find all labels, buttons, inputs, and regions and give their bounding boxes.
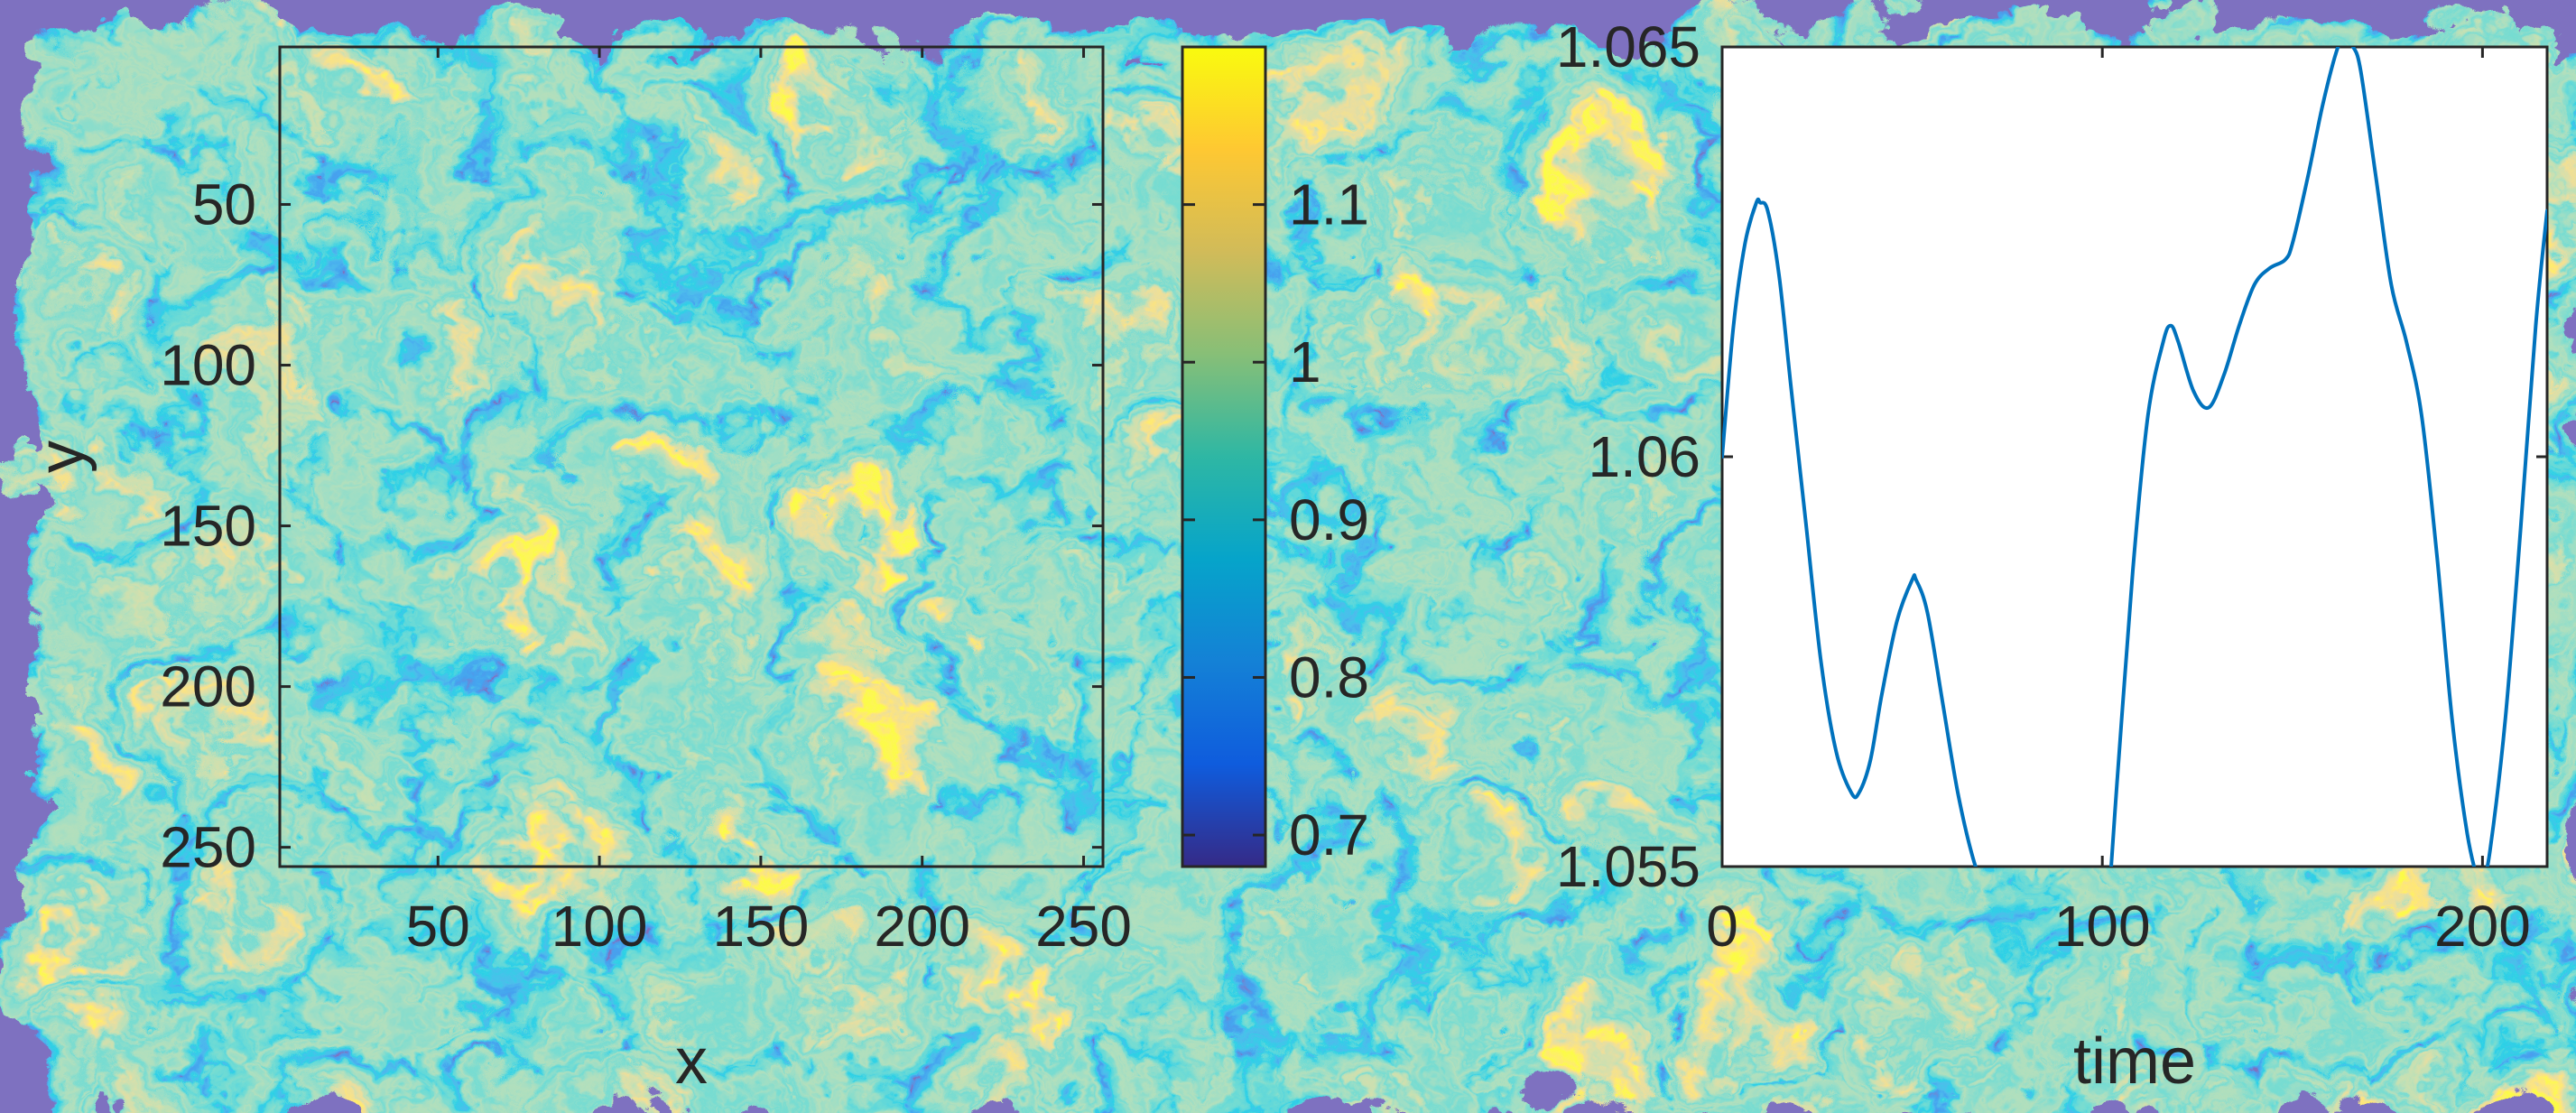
colorbar-tick-label: 1 xyxy=(1289,329,1321,394)
line-chart-y-tick-label: 1.055 xyxy=(1556,834,1700,899)
heatmap-y-tick-label: 100 xyxy=(160,333,256,398)
heatmap-x-ticks: 50 100 150 200 250 xyxy=(406,47,1132,959)
colorbar: 0.7 0.8 0.9 1 1.1 xyxy=(1181,45,1369,868)
heatmap-y-tick-label: 150 xyxy=(160,494,256,559)
line-chart-x-tick-label: 100 xyxy=(2054,894,2151,959)
line-chart-x-ticks: 0 100 200 xyxy=(1706,47,2531,959)
heatmap-panel: 50 100 150 200 250 50 100 150 200 250 x y xyxy=(25,45,1132,1098)
heatmap-y-axis-label: y xyxy=(25,441,97,473)
colorbar-tick-label: 0.8 xyxy=(1289,645,1369,710)
heatmap-y-tick-label: 250 xyxy=(160,815,256,880)
colorbar-ticks: 0.7 0.8 0.9 1 1.1 xyxy=(1182,172,1369,867)
line-chart-y-ticks: 1.055 1.06 1.065 xyxy=(1556,14,2547,899)
heatmap-x-tick-label: 50 xyxy=(406,894,470,959)
line-chart-panel: 0 100 200 1.055 1.06 1.065 time xyxy=(1556,14,2549,1098)
heatmap-x-axis-label: x xyxy=(675,1025,708,1098)
heatmap-x-tick-label: 100 xyxy=(551,894,648,959)
line-chart-y-tick-label: 1.06 xyxy=(1588,424,1700,489)
colorbar-tick-label: 0.7 xyxy=(1289,802,1369,867)
line-series-path xyxy=(1722,47,2547,867)
heatmap-y-ticks: 50 100 150 200 250 xyxy=(160,172,1103,880)
heatmap-y-tick-label: 200 xyxy=(160,654,256,719)
line-chart-axes-box xyxy=(1720,45,2549,868)
colorbar-tick-label: 1.1 xyxy=(1289,172,1369,237)
heatmap-field xyxy=(280,47,1103,867)
line-chart-x-tick-label: 0 xyxy=(1706,894,1738,959)
line-chart-x-axis-label: time xyxy=(2073,1025,2196,1098)
heatmap-x-tick-label: 250 xyxy=(1035,894,1132,959)
heatmap-axes-box xyxy=(278,45,1105,868)
heatmap-y-tick-label: 50 xyxy=(192,172,256,237)
colorbar-gradient xyxy=(1181,45,1267,868)
colorbar-tick-label: 0.9 xyxy=(1289,487,1369,552)
heatmap-x-tick-label: 150 xyxy=(713,894,810,959)
heatmap-x-tick-label: 200 xyxy=(874,894,970,959)
line-chart-y-tick-label: 1.065 xyxy=(1556,14,1700,79)
line-chart-x-tick-label: 200 xyxy=(2434,894,2531,959)
